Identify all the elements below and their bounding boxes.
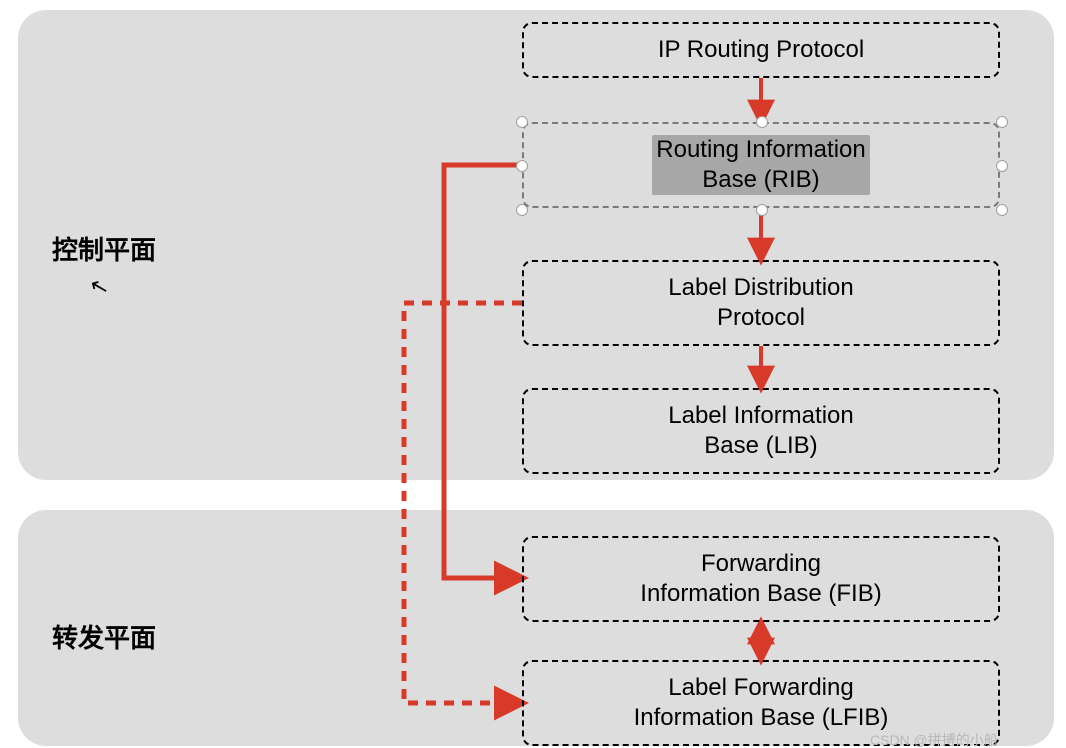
node-ldp[interactable]: Label DistributionProtocol (522, 260, 1000, 346)
node-lfib-label: Label ForwardingInformation Base (LFIB) (634, 673, 889, 733)
node-rib-label: Routing InformationBase (RIB) (652, 135, 869, 195)
watermark-text: CSDN @拼搏的小船 (870, 730, 998, 748)
sel-handle[interactable] (996, 204, 1008, 216)
node-fib-label: ForwardingInformation Base (FIB) (640, 549, 881, 609)
sel-handle[interactable] (756, 204, 768, 216)
node-ip-routing-label: IP Routing Protocol (658, 35, 864, 65)
node-lib-label: Label InformationBase (LIB) (668, 401, 853, 461)
node-ldp-label: Label DistributionProtocol (668, 273, 853, 333)
forward-plane-label: 转发平面 (52, 618, 156, 655)
sel-handle[interactable] (996, 116, 1008, 128)
node-ip-routing[interactable]: IP Routing Protocol (522, 22, 1000, 78)
sel-handle[interactable] (996, 160, 1008, 172)
sel-handle[interactable] (516, 204, 528, 216)
sel-handle[interactable] (516, 160, 528, 172)
control-plane-label: 控制平面 (52, 230, 156, 267)
node-fib[interactable]: ForwardingInformation Base (FIB) (522, 536, 1000, 622)
sel-handle[interactable] (756, 116, 768, 128)
node-rib[interactable]: Routing InformationBase (RIB) (522, 122, 1000, 208)
sel-handle[interactable] (516, 116, 528, 128)
node-lib[interactable]: Label InformationBase (LIB) (522, 388, 1000, 474)
